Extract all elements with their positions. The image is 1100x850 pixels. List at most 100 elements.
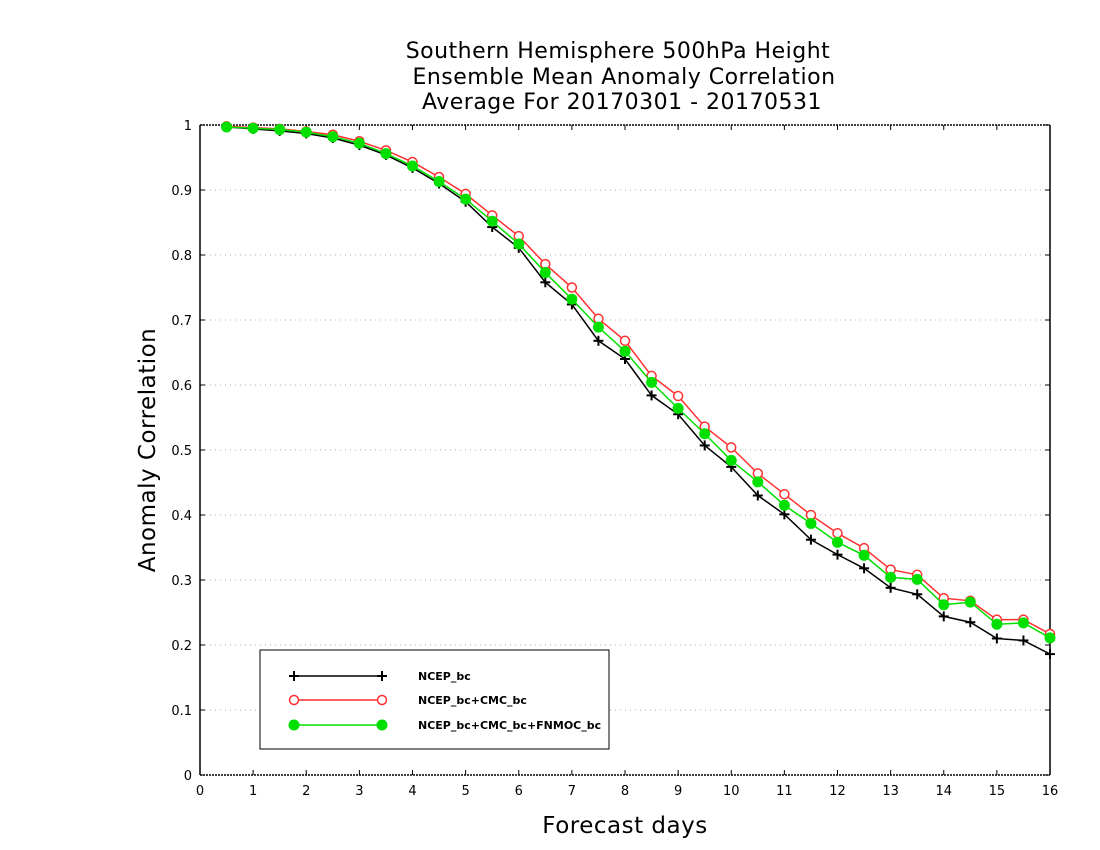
chart-title-line-2: Ensemble Mean Anomaly Correlation [412, 65, 835, 90]
x-tick-label: 16 [1042, 784, 1059, 799]
data-point [646, 390, 657, 401]
data-point [646, 376, 658, 388]
chart-title: Southern Hemisphere 500hPa Height Ensemb… [406, 39, 835, 115]
data-point [938, 611, 949, 622]
y-tick-label: 0.7 [171, 314, 192, 329]
data-point [779, 509, 790, 520]
x-tick-label: 7 [568, 784, 576, 799]
data-point [725, 454, 737, 466]
data-point [858, 549, 870, 561]
x-tick-label: 1 [249, 784, 257, 799]
x-tick-label: 0 [196, 784, 204, 799]
data-point [380, 148, 392, 160]
data-point [247, 122, 259, 134]
legend-entry: NCEP_bc+CMC_bc [288, 694, 527, 707]
x-tick-label: 11 [776, 784, 793, 799]
x-tick-label: 4 [408, 784, 416, 799]
x-tick-label: 6 [515, 784, 523, 799]
y-axis-label: Anomaly Correlation [135, 328, 161, 573]
data-point [221, 121, 233, 133]
y-tick-label: 0.6 [171, 379, 192, 394]
data-point [885, 582, 896, 593]
data-point [832, 527, 843, 539]
series-2 [221, 121, 1056, 640]
legend-entry: NCEP_bc+CMC_bc+FNMOC_bc [288, 719, 601, 732]
data-point [991, 633, 1002, 644]
data-point [407, 160, 418, 172]
x-tick-label: 3 [355, 784, 363, 799]
data-point [1045, 649, 1055, 660]
chart-title-line-3: Average For 20170301 - 20170531 [422, 90, 822, 115]
data-point [752, 476, 764, 488]
y-tick-label: 0.5 [171, 444, 192, 459]
data-point [965, 617, 976, 628]
x-tick-label: 9 [674, 784, 682, 799]
data-point [619, 345, 631, 357]
chart-title-line-1: Southern Hemisphere 500hPa Height [406, 39, 831, 64]
x-tick-label: 15 [989, 784, 1006, 799]
x-tick-label: 8 [621, 784, 629, 799]
y-tick-label: 0.2 [171, 639, 192, 654]
x-tick-label: 13 [882, 784, 899, 799]
legend-marker [376, 719, 388, 731]
data-point [778, 499, 790, 511]
data-point [885, 571, 897, 583]
data-point [566, 282, 578, 293]
legend-label: NCEP_bc+CMC_bc [418, 694, 527, 707]
data-point [540, 277, 551, 288]
data-point [592, 321, 604, 333]
data-point [327, 131, 339, 143]
legend-marker [377, 671, 387, 681]
legend-entry: NCEP_bc [289, 670, 471, 683]
legend-label: NCEP_bc+CMC_bc+FNMOC_bc [418, 719, 601, 732]
data-point [964, 596, 976, 608]
data-point [805, 534, 816, 545]
data-point [353, 137, 365, 149]
y-tick-label: 0.9 [171, 184, 192, 199]
data-point [672, 402, 684, 414]
x-axis-ticks: 0 1 2 3 4 5 6 7 8 9 10 11 12 13 14 15 16 [196, 125, 1058, 799]
y-tick-label: 0 [184, 769, 192, 784]
data-point [832, 536, 843, 548]
y-axis-ticks: 0 0.1 0.2 0.3 0.4 0.5 0.6 0.7 0.8 0.9 1 [171, 119, 1050, 784]
data-point [911, 573, 923, 585]
data-point [593, 335, 604, 346]
data-point [699, 428, 711, 440]
x-tick-label: 5 [461, 784, 469, 799]
data-point [859, 563, 870, 574]
data-point [912, 589, 923, 600]
x-tick-label: 12 [829, 784, 846, 799]
x-tick-label: 10 [723, 784, 740, 799]
data-point [460, 193, 472, 205]
legend-marker [288, 694, 300, 706]
data-point [699, 440, 710, 451]
data-point [752, 490, 763, 501]
legend: NCEP_bc NCEP_bc+CMC_bc NCEP_bc+CMC_bc+FNMO… [259, 649, 610, 750]
series-line [226, 126, 1051, 639]
data-point [832, 549, 843, 560]
data-point [513, 238, 525, 250]
legend-marker [376, 694, 388, 706]
series-layer [221, 121, 1056, 660]
data-point [300, 126, 312, 138]
data-point [672, 390, 684, 402]
data-point [619, 335, 631, 347]
data-point [726, 442, 737, 453]
legend-marker [289, 671, 299, 681]
data-point [938, 599, 950, 611]
x-tick-label: 14 [935, 784, 952, 799]
series-3 [221, 121, 1056, 644]
series-line [226, 125, 1051, 635]
y-tick-label: 0.8 [171, 249, 192, 264]
data-point [566, 293, 578, 305]
data-point [991, 618, 1003, 630]
data-point [1044, 632, 1056, 644]
y-tick-label: 0.3 [171, 574, 192, 589]
data-point [274, 124, 286, 136]
series-1 [221, 121, 1055, 660]
legend-label: NCEP_bc [418, 670, 471, 683]
y-tick-label: 1 [184, 119, 192, 134]
grid-lines [200, 189, 1050, 711]
y-tick-label: 0.4 [171, 509, 192, 524]
series-line [226, 126, 1051, 655]
